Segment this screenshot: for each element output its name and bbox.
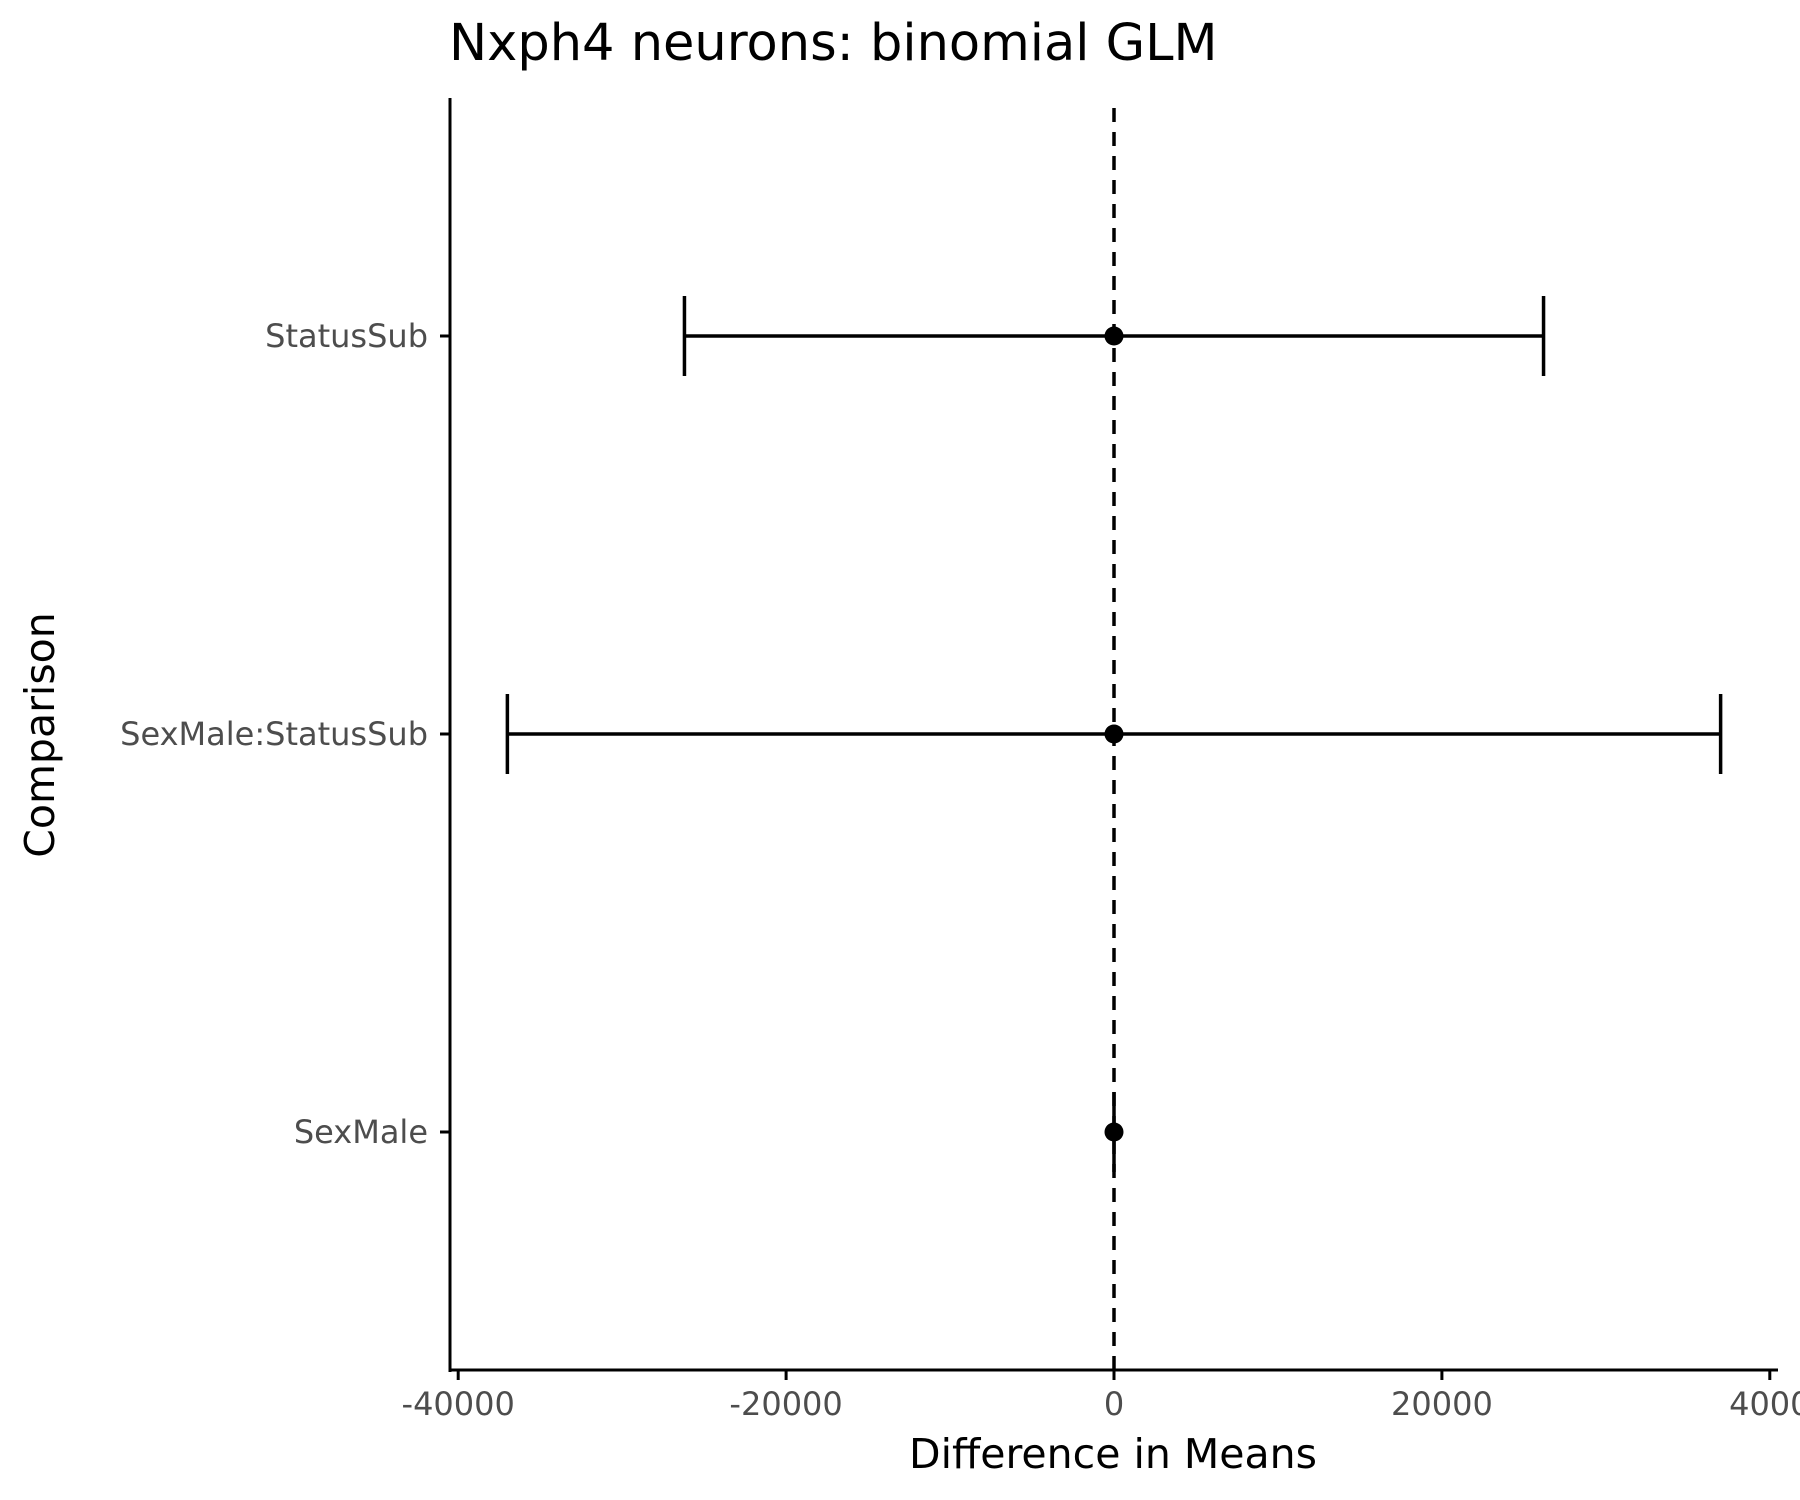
x-tick-label: 0 xyxy=(1104,1385,1124,1423)
point-sexmale xyxy=(1104,1122,1124,1142)
y-tick-label: StatusSub xyxy=(265,317,428,355)
y-tick-label: SexMale:StatusSub xyxy=(120,715,428,753)
y-axis-title: Comparison xyxy=(16,612,64,857)
x-tick-label: -40000 xyxy=(402,1385,515,1423)
x-tick-label: 4000 xyxy=(1729,1385,1800,1423)
point-sexmale-statussub xyxy=(1104,724,1124,744)
x-tick-label: 20000 xyxy=(1391,1385,1493,1423)
x-tick-label: -20000 xyxy=(729,1385,842,1423)
plot-area: -40000 -20000 0 20000 4000 StatusSub SexMale:S… xyxy=(120,98,1800,1423)
x-axis-title: Difference in Means xyxy=(909,1430,1317,1478)
chart-title: Nxph4 neurons: binomial GLM xyxy=(449,14,1218,73)
point-statussub xyxy=(1104,326,1124,346)
y-tick-label: SexMale xyxy=(294,1113,428,1151)
